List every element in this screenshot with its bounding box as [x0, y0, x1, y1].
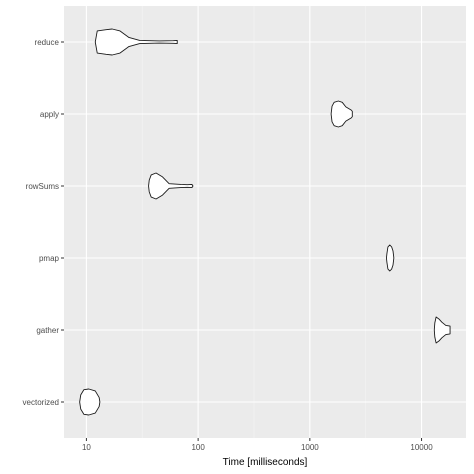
- y-tick-label: pmap: [39, 254, 60, 263]
- x-axis: 10 100 1000 10000: [82, 438, 433, 452]
- violin-gather: [433, 316, 451, 344]
- x-tick-label: 100: [191, 443, 205, 452]
- x-axis-title: Time [milliseconds]: [223, 457, 308, 468]
- y-tick-label: reduce: [35, 38, 60, 47]
- violin-reduce: [94, 28, 178, 56]
- y-tick-label: apply: [40, 110, 59, 119]
- x-tick-label: 1000: [301, 443, 319, 452]
- violin-rowsums: [148, 172, 194, 200]
- major-gridlines: [64, 6, 466, 438]
- minor-gridlines: [141, 6, 366, 438]
- violin-pmap: [385, 244, 395, 272]
- plot-panel: [64, 6, 466, 438]
- violins: [79, 28, 451, 416]
- x-tick-label: 10000: [410, 443, 433, 452]
- violin-vectorized: [79, 388, 101, 416]
- x-tick-label: 10: [82, 443, 91, 452]
- y-tick-label: gather: [36, 326, 59, 335]
- violin-apply: [330, 100, 353, 128]
- y-axis: vectorized gather pmap rowSums apply reduce: [23, 38, 64, 407]
- y-tick-label: vectorized: [23, 398, 59, 407]
- y-tick-label: rowSums: [26, 182, 59, 191]
